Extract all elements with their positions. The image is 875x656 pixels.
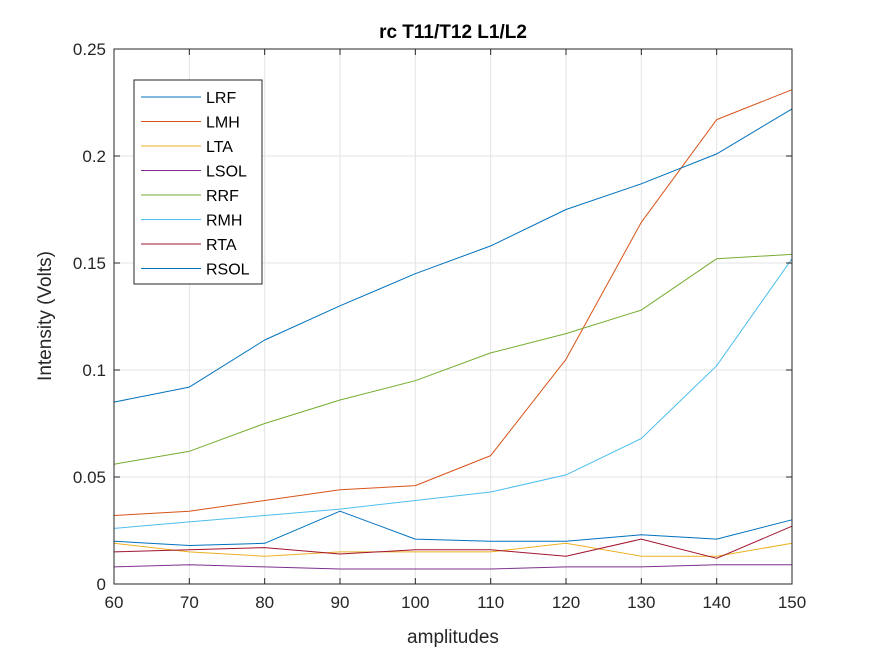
y-axis-label: Intensity (Volts) bbox=[35, 251, 56, 381]
legend-label: RRF bbox=[206, 188, 239, 205]
series-line-lsol bbox=[113, 564, 792, 570]
series-line-rsol bbox=[113, 108, 793, 403]
legend-label: LRF bbox=[206, 90, 236, 107]
plot-frame bbox=[113, 48, 793, 585]
y-tick-label: 0.2 bbox=[82, 147, 106, 166]
tick-labels: 60 70 80 90 100 110 120 130 140 150 0 0.05 0.1 0.15 0.… bbox=[73, 40, 806, 612]
series-line-rrf bbox=[113, 253, 793, 465]
x-tick-label: 140 bbox=[702, 593, 730, 612]
series-line-lrf bbox=[113, 510, 793, 546]
y-tick-label: 0.15 bbox=[73, 254, 106, 273]
legend-label: LSOL bbox=[206, 164, 247, 181]
x-tick-label: 150 bbox=[778, 593, 806, 612]
x-tick-label: 60 bbox=[105, 593, 124, 612]
y-tick-label: 0 bbox=[97, 575, 106, 594]
series-line-lmh bbox=[113, 89, 793, 516]
legend-label: RSOL bbox=[206, 262, 250, 279]
series-line-lta bbox=[113, 542, 793, 557]
y-tick-label: 0.05 bbox=[73, 468, 106, 487]
series-line-rta bbox=[113, 525, 793, 559]
y-tick-label: 0.25 bbox=[73, 40, 106, 59]
chart-title: rc T11/T12 L1/L2 bbox=[379, 22, 527, 43]
legend-label: LMH bbox=[206, 115, 240, 132]
x-tick-label: 130 bbox=[627, 593, 655, 612]
x-tick-label: 70 bbox=[180, 593, 199, 612]
legend-box bbox=[133, 79, 263, 285]
x-tick-label: 110 bbox=[477, 593, 504, 612]
y-tick-label: 0.1 bbox=[82, 361, 106, 380]
legend-label: LTA bbox=[206, 139, 233, 156]
x-tick-label: 80 bbox=[255, 593, 274, 612]
legend-label: RTA bbox=[206, 237, 237, 254]
x-tick-label: 120 bbox=[552, 593, 580, 612]
ticks bbox=[113, 48, 793, 585]
x-axis-label: amplitudes bbox=[407, 627, 499, 648]
series-line-rmh bbox=[113, 258, 793, 529]
legend-label: RMH bbox=[206, 213, 242, 230]
x-tick-label: 90 bbox=[331, 593, 350, 612]
x-tick-label: 100 bbox=[401, 593, 429, 612]
series-layer bbox=[113, 89, 793, 570]
legend: LRF LMH LTA LSOL RRF RMH RTA RSOL bbox=[133, 79, 263, 285]
